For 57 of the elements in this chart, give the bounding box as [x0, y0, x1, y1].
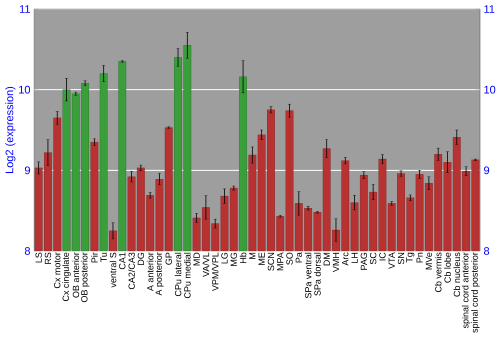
y-tick-label: 10: [19, 86, 30, 94]
x-tick-label: Tg: [406, 252, 414, 262]
x-tick-label: MD: [194, 252, 200, 266]
x-tick-label: Cx cingulate: [62, 252, 71, 302]
x-tick-label: MVe: [426, 252, 432, 270]
x-tick-label: VA/VL: [202, 252, 210, 277]
x-tick-label: SPa ventral: [304, 252, 312, 298]
x-tick-label: Arc: [342, 252, 348, 266]
x-tick-label: LS: [35, 252, 42, 262]
x-tick-label: CPu lateral: [174, 252, 182, 296]
x-tick-label: Cx motor: [54, 252, 60, 288]
x-tick-label: SO: [286, 252, 293, 265]
x-tick-label: IC: [379, 252, 386, 260]
y2-tick-label: 9: [484, 166, 490, 174]
x-tick-label: DG: [138, 252, 144, 265]
x-tick-label: M: [249, 252, 256, 259]
x-tick-label: CA2/CA3: [128, 252, 135, 290]
x-tick-label: A posterior: [155, 252, 164, 296]
x-tick-label: VMH: [332, 252, 340, 272]
x-tick-label: SPa dorsal: [314, 252, 321, 296]
x-tick-label: DM: [324, 252, 330, 266]
x-tick-label: VTA: [388, 252, 395, 269]
x-tick-label: spinal cord anterior: [462, 252, 470, 328]
x-tick-label: Cb lobe: [444, 252, 451, 283]
x-tick-label: A anterior: [146, 252, 154, 292]
x-tick-label: CPu medial: [184, 252, 191, 298]
x-tick-label: PAG: [360, 252, 368, 270]
x-tick-label: SCN: [268, 252, 274, 271]
x-tick-label: Pn: [416, 252, 423, 262]
x-tick-label: Pir: [91, 252, 98, 262]
y-tick-label: 8: [24, 247, 30, 255]
x-tick-label: LG: [221, 252, 228, 264]
x-tick-label: OB anterior: [72, 252, 80, 298]
x-tick-label: SN: [398, 252, 404, 264]
x-tick-label: Hb: [240, 252, 246, 263]
y2-tick-label: 10: [484, 86, 496, 94]
x-tick-label: SC: [370, 252, 376, 264]
x-tick-label: LH: [351, 252, 358, 263]
y-tick-label: 11: [20, 5, 30, 13]
x-tick-label: CA1: [119, 252, 126, 270]
x-tick-label: RS: [44, 252, 52, 264]
y2-tick-label: 11: [484, 5, 494, 13]
x-tick-label: spinal cord posterior: [471, 252, 480, 333]
x-tick-label: OB posterior: [80, 252, 90, 302]
x-tick-label: VPM/VPL: [212, 252, 218, 292]
x-tick-label: Cb nucleus: [453, 252, 460, 297]
x-tick-label: MPA: [277, 252, 284, 270]
y2-tick-label: 8: [484, 247, 490, 255]
x-tick-label: Tu: [100, 252, 107, 262]
x-tick-label: Pa: [296, 252, 302, 262]
x-tick-label: ventral S: [110, 252, 116, 288]
x-tick-label: MG: [230, 252, 237, 266]
y-tick-label: 9: [24, 166, 30, 174]
y-axis-title: Log2 (expression): [5, 86, 16, 173]
x-tick-label: GP: [166, 252, 172, 265]
x-tick-label: Cb vermis: [434, 252, 442, 292]
x-tick-label: ME: [258, 252, 265, 265]
